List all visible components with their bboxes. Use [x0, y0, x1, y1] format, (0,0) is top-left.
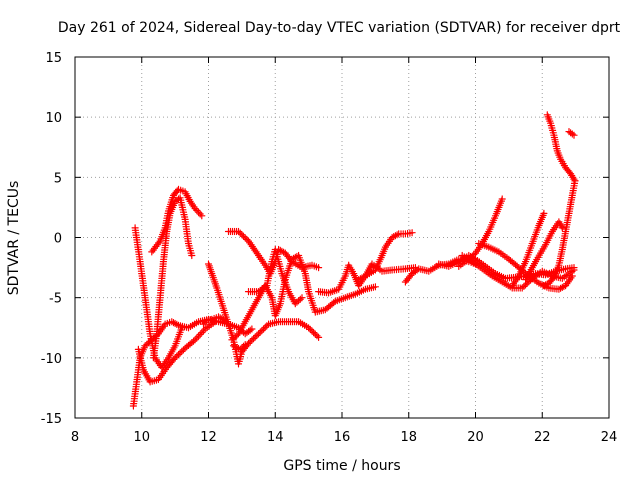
- series-trace: [132, 318, 253, 407]
- series-arc-18: [522, 218, 566, 284]
- y-axis-label: SDTVAR / TECUs: [6, 181, 22, 296]
- data-point-marker: [198, 212, 206, 220]
- y-tick-labels: -15 -10 -5 0 5 10 15: [41, 51, 62, 427]
- y-tick-label: 0: [54, 232, 62, 247]
- axis-ticks: [74, 56, 610, 419]
- series-arc-15: [458, 251, 578, 292]
- series-arc-20: [543, 111, 579, 185]
- series-arc-6: [204, 260, 323, 368]
- data-point-marker: [498, 195, 506, 203]
- data-point-marker: [568, 272, 576, 280]
- data-point-marker: [408, 229, 416, 237]
- x-tick-label: 8: [71, 430, 79, 445]
- data-point-marker: [570, 266, 578, 274]
- x-tick-label: 18: [400, 430, 417, 445]
- y-tick-label: -5: [49, 292, 62, 307]
- data-point-marker: [540, 209, 548, 217]
- x-tick-label: 20: [467, 430, 484, 445]
- data-point-marker: [558, 224, 566, 232]
- data-point-marker: [178, 324, 186, 332]
- series-arc-11: [355, 229, 416, 284]
- y-tick-label: -15: [41, 412, 62, 427]
- series-arc-5: [149, 194, 196, 362]
- y-tick-label: -10: [41, 352, 62, 367]
- series-arc-9: [244, 245, 306, 308]
- data-series: [129, 111, 579, 410]
- data-point-marker: [371, 283, 379, 291]
- series-arc-3: [134, 318, 219, 386]
- data-point-marker: [315, 264, 323, 272]
- y-tick-label: 10: [45, 111, 62, 126]
- x-tick-label: 16: [334, 430, 351, 445]
- y-tick-label: 15: [45, 51, 62, 66]
- data-point-marker: [248, 325, 256, 333]
- grid-lines: [75, 57, 609, 418]
- data-point-marker: [221, 316, 229, 325]
- data-point-marker: [315, 333, 323, 341]
- series-arc-21: [565, 128, 578, 139]
- series-arc-23: [229, 341, 249, 353]
- x-tick-label: 22: [534, 430, 551, 445]
- x-tick-label: 12: [200, 430, 217, 445]
- data-point-marker: [298, 294, 306, 302]
- data-point-marker: [570, 131, 578, 139]
- chart-title: Day 261 of 2024, Sidereal Day-to-day VTE…: [58, 20, 621, 36]
- x-tick-label: 14: [267, 430, 284, 445]
- series-arc-22: [199, 313, 229, 328]
- data-point-marker: [188, 251, 196, 260]
- data-point-marker: [241, 341, 249, 349]
- data-point-marker: [571, 177, 579, 185]
- y-tick-label: 5: [54, 171, 62, 186]
- x-axis-label: GPS time / hours: [283, 458, 400, 474]
- x-tick-label: 24: [601, 430, 618, 445]
- x-tick-label: 10: [133, 430, 150, 445]
- series-arc-17: [508, 209, 548, 290]
- x-tick-labels: 8 10 12 14 16 18 20 22 24: [71, 430, 617, 445]
